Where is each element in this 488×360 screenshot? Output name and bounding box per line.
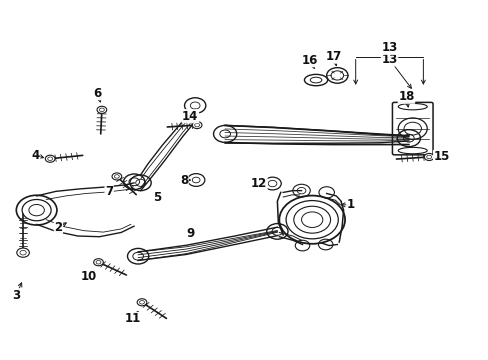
Text: 11: 11 [124,312,140,325]
Text: 14: 14 [182,110,198,123]
Circle shape [137,299,146,306]
Circle shape [112,173,122,180]
Text: 16: 16 [302,54,318,67]
Text: 13: 13 [381,41,397,54]
Text: 15: 15 [433,150,449,163]
Text: 1: 1 [346,198,354,211]
Text: 8: 8 [180,174,188,186]
Text: 5: 5 [153,191,161,204]
Text: 4: 4 [31,149,40,162]
Circle shape [192,122,202,129]
Circle shape [45,155,55,162]
Circle shape [424,153,433,161]
Text: 9: 9 [186,228,194,240]
Text: 12: 12 [250,177,266,190]
Text: 18: 18 [397,90,414,103]
Circle shape [94,259,103,266]
Text: 17: 17 [325,50,342,63]
Text: 3: 3 [12,289,20,302]
Text: 10: 10 [81,270,97,283]
Text: 2: 2 [54,221,62,234]
Circle shape [17,248,29,257]
Circle shape [97,106,106,113]
Text: 7: 7 [105,185,113,198]
Text: 6: 6 [93,87,101,100]
Text: 13: 13 [381,53,397,66]
